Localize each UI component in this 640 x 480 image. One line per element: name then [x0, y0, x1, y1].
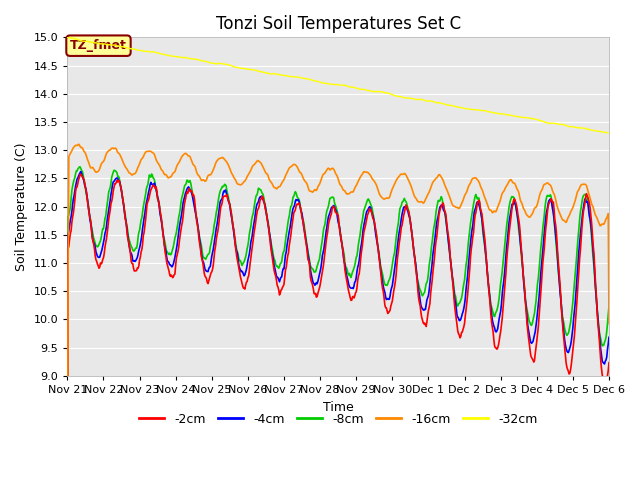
Text: TZ_fmet: TZ_fmet: [70, 39, 127, 52]
Legend: -2cm, -4cm, -8cm, -16cm, -32cm: -2cm, -4cm, -8cm, -16cm, -32cm: [134, 408, 542, 431]
Title: Tonzi Soil Temperatures Set C: Tonzi Soil Temperatures Set C: [216, 15, 461, 33]
Y-axis label: Soil Temperature (C): Soil Temperature (C): [15, 143, 28, 271]
X-axis label: Time: Time: [323, 400, 353, 413]
